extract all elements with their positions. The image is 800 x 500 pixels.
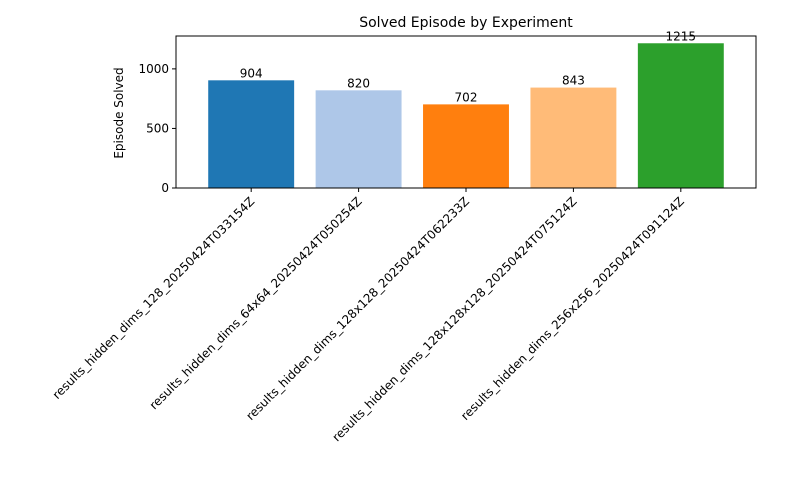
bar-4	[530, 87, 617, 188]
y-tick-label-2: 500	[146, 121, 169, 135]
bar-value-label-3: 702	[455, 90, 478, 104]
x-tick-label-2: results_hidden_dims_64x64_20250424T05025…	[147, 194, 365, 412]
y-tick-label-1: 0	[161, 181, 169, 195]
x-axis: results_hidden_dims_128_20250424T033154Z…	[50, 188, 687, 444]
bar-value-label-1: 904	[240, 66, 263, 80]
bar-5	[637, 43, 724, 189]
bar-3	[423, 104, 509, 188]
y-axis-label: Episode Solved	[112, 67, 126, 158]
x-tick-label-1: results_hidden_dims_128_20250424T033154Z	[50, 194, 258, 402]
chart-title: Solved Episode by Experiment	[359, 15, 573, 31]
x-tick-label-4: results_hidden_dims_128x128x128_20250424…	[329, 194, 579, 444]
y-tick-label-3: 1000	[138, 62, 169, 76]
bar-2	[315, 90, 402, 188]
x-tick-label-3: results_hidden_dims_128x128_20250424T062…	[243, 194, 472, 423]
x-tick-label-5: results_hidden_dims_256x256_20250424T091…	[458, 194, 687, 423]
bars-group	[208, 43, 724, 189]
y-axis: 0 500 1000	[138, 62, 176, 195]
bar-value-label-4: 843	[562, 74, 585, 88]
bar-value-label-2: 820	[347, 76, 370, 90]
plot-frame	[175, 35, 757, 189]
bar-1	[208, 80, 295, 188]
